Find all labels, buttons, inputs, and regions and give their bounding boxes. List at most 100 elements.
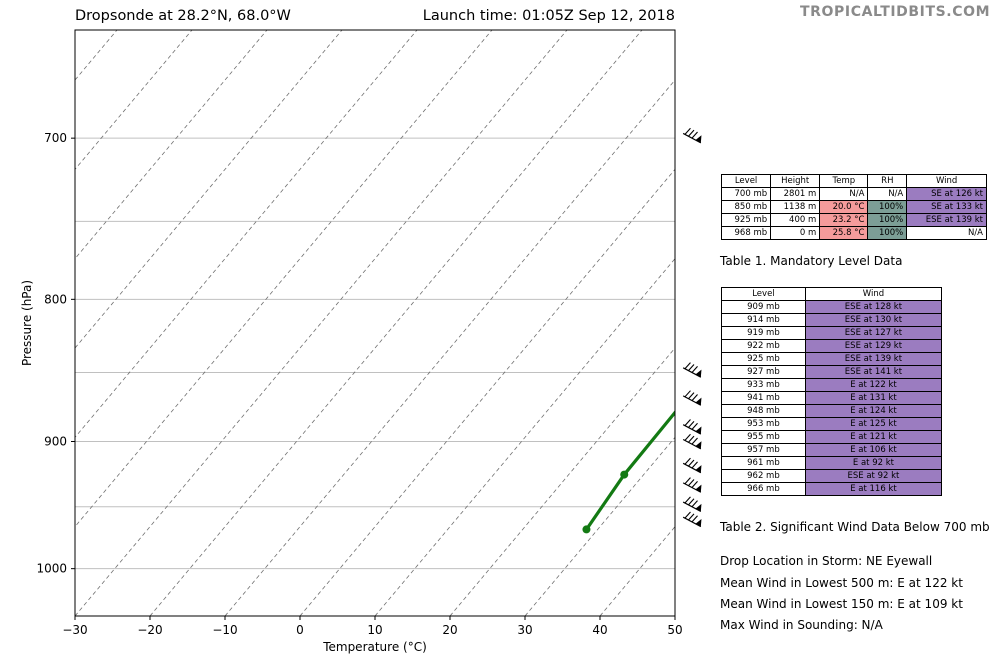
wind-barb-icon	[682, 433, 702, 450]
table-cell: E at 124 kt	[804, 404, 943, 418]
table-row: 914 mb ESE at 130 kt	[721, 313, 943, 327]
drop-location: Drop Location in Storm: NE Eyewall	[720, 554, 933, 568]
profile-point	[582, 525, 591, 534]
wind-barb-icon	[682, 457, 702, 474]
table-cell: E at 116 kt	[804, 482, 943, 496]
table-cell: 957 mb	[721, 443, 806, 457]
table-cell: E at 106 kt	[804, 443, 943, 457]
y-tick-label: 900	[44, 434, 67, 448]
sig-table-caption: Table 2. Significant Wind Data Below 700…	[720, 520, 990, 534]
x-tick-label: 20	[442, 623, 457, 637]
table-row: 925 mb ESE at 139 kt	[721, 352, 943, 366]
table-cell: 0 m	[770, 226, 821, 240]
isotherm-line	[524, 436, 675, 616]
x-axis-label: Temperature (°C)	[322, 640, 427, 654]
table-cell: 850 mb	[720, 200, 772, 214]
table-row: 948 mb E at 124 kt	[721, 404, 943, 418]
x-tick-label: −20	[137, 623, 162, 637]
table-cell: ESE at 129 kt	[804, 339, 943, 353]
x-tick-label: 40	[592, 623, 607, 637]
isotherm-line	[75, 30, 268, 260]
y-axis-label: Pressure (hPa)	[20, 280, 34, 366]
table-cell: 100%	[867, 213, 908, 227]
launch-time: Launch time: 01:05Z Sep 12, 2018	[422, 8, 675, 24]
table-cell: N/A	[819, 187, 869, 201]
header-cell: Level	[720, 174, 772, 188]
table-cell: 1138 m	[770, 200, 821, 214]
table-cell: 961 mb	[721, 456, 806, 470]
table-cell: 100%	[867, 200, 908, 214]
table-cell: 925 mb	[720, 213, 772, 227]
table-cell: 941 mb	[721, 391, 806, 405]
table-cell: ESE at 92 kt	[804, 469, 943, 483]
isotherm-line	[75, 30, 193, 170]
site-watermark: TROPICALTIDBITS.COM	[800, 4, 991, 20]
table-cell: 922 mb	[721, 339, 806, 353]
table-header-row: Level Wind	[721, 287, 943, 301]
wind-barb-icon	[682, 390, 702, 406]
table-row: 925 mb 400 m 23.2 °C 100% ESE at 139 kt	[720, 213, 987, 227]
x-tick-label: 50	[667, 623, 682, 637]
table-row: 850 mb 1138 m 20.0 °C 100% SE at 133 kt	[720, 200, 987, 214]
isotherm-line	[75, 30, 343, 349]
table-cell: 962 mb	[721, 469, 806, 483]
table-cell: 700 mb	[720, 187, 772, 201]
table-row: 961 mb E at 92 kt	[721, 456, 943, 470]
isotherm-line	[449, 347, 675, 616]
table-cell: E at 122 kt	[804, 378, 943, 392]
table-cell: E at 92 kt	[804, 456, 943, 470]
table-cell: 948 mb	[721, 404, 806, 418]
table-cell: N/A	[906, 226, 987, 240]
y-tick-label: 700	[44, 131, 67, 145]
x-tick-label: 10	[367, 623, 382, 637]
table-cell: SE at 133 kt	[906, 200, 987, 214]
table-cell: N/A	[867, 187, 908, 201]
wind-barb-icon	[682, 477, 702, 493]
table-row: 700 mb 2801 m N/A N/A SE at 126 kt	[720, 187, 987, 201]
header-cell: Level	[721, 287, 806, 301]
table-cell: 927 mb	[721, 365, 806, 379]
table-cell: ESE at 139 kt	[804, 352, 943, 366]
table-cell: 966 mb	[721, 482, 806, 496]
wind-barb-icon	[682, 496, 702, 512]
table-row: 919 mb ESE at 127 kt	[721, 326, 943, 340]
profile-point	[704, 369, 712, 377]
table-header-row: Level Height Temp RH Wind	[720, 174, 987, 188]
table-row: 953 mb E at 125 kt	[721, 417, 943, 431]
table-cell: ESE at 141 kt	[804, 365, 943, 379]
table-row: 955 mb E at 121 kt	[721, 430, 943, 444]
header-cell: Temp	[819, 174, 869, 188]
table-row: 962 mb ESE at 92 kt	[721, 469, 943, 483]
table-cell: 2801 m	[770, 187, 821, 201]
wind-barb-icon	[682, 419, 702, 435]
table-cell: 400 m	[770, 213, 821, 227]
isotherm-line	[75, 30, 118, 81]
header-cell: Height	[770, 174, 821, 188]
isotherm-line	[75, 30, 418, 438]
table-row: 922 mb ESE at 129 kt	[721, 339, 943, 353]
table-row: 968 mb 0 m 25.8 °C 100% N/A	[720, 226, 987, 240]
header-cell: Wind	[906, 174, 987, 188]
table-row: 941 mb E at 131 kt	[721, 391, 943, 405]
table-cell: 955 mb	[721, 430, 806, 444]
table-cell: 919 mb	[721, 326, 806, 340]
table-cell: ESE at 130 kt	[804, 313, 943, 327]
table-cell: E at 121 kt	[804, 430, 943, 444]
isotherm-line	[75, 30, 493, 528]
x-tick-label: −10	[212, 623, 237, 637]
table-cell: 968 mb	[720, 226, 772, 240]
isotherm-line	[75, 30, 568, 616]
table-row: 909 mb ESE at 128 kt	[721, 300, 943, 314]
table-row: 966 mb E at 116 kt	[721, 482, 943, 496]
table-row: 933 mb E at 122 kt	[721, 378, 943, 392]
wind-barb-icon	[682, 127, 702, 144]
mean-wind-500m: Mean Wind in Lowest 500 m: E at 122 kt	[720, 576, 963, 590]
header-cell: RH	[867, 174, 908, 188]
mandatory-level-table: Level Height Temp RH Wind 700 mb 2801 m N/A N/A…	[720, 174, 987, 240]
wind-barb-icon	[682, 362, 702, 378]
table-cell: 933 mb	[721, 378, 806, 392]
table-cell: E at 125 kt	[804, 417, 943, 431]
table-cell: 20.0 °C	[819, 200, 869, 214]
table-cell: ESE at 128 kt	[804, 300, 943, 314]
table-cell: 25.8 °C	[819, 226, 869, 240]
